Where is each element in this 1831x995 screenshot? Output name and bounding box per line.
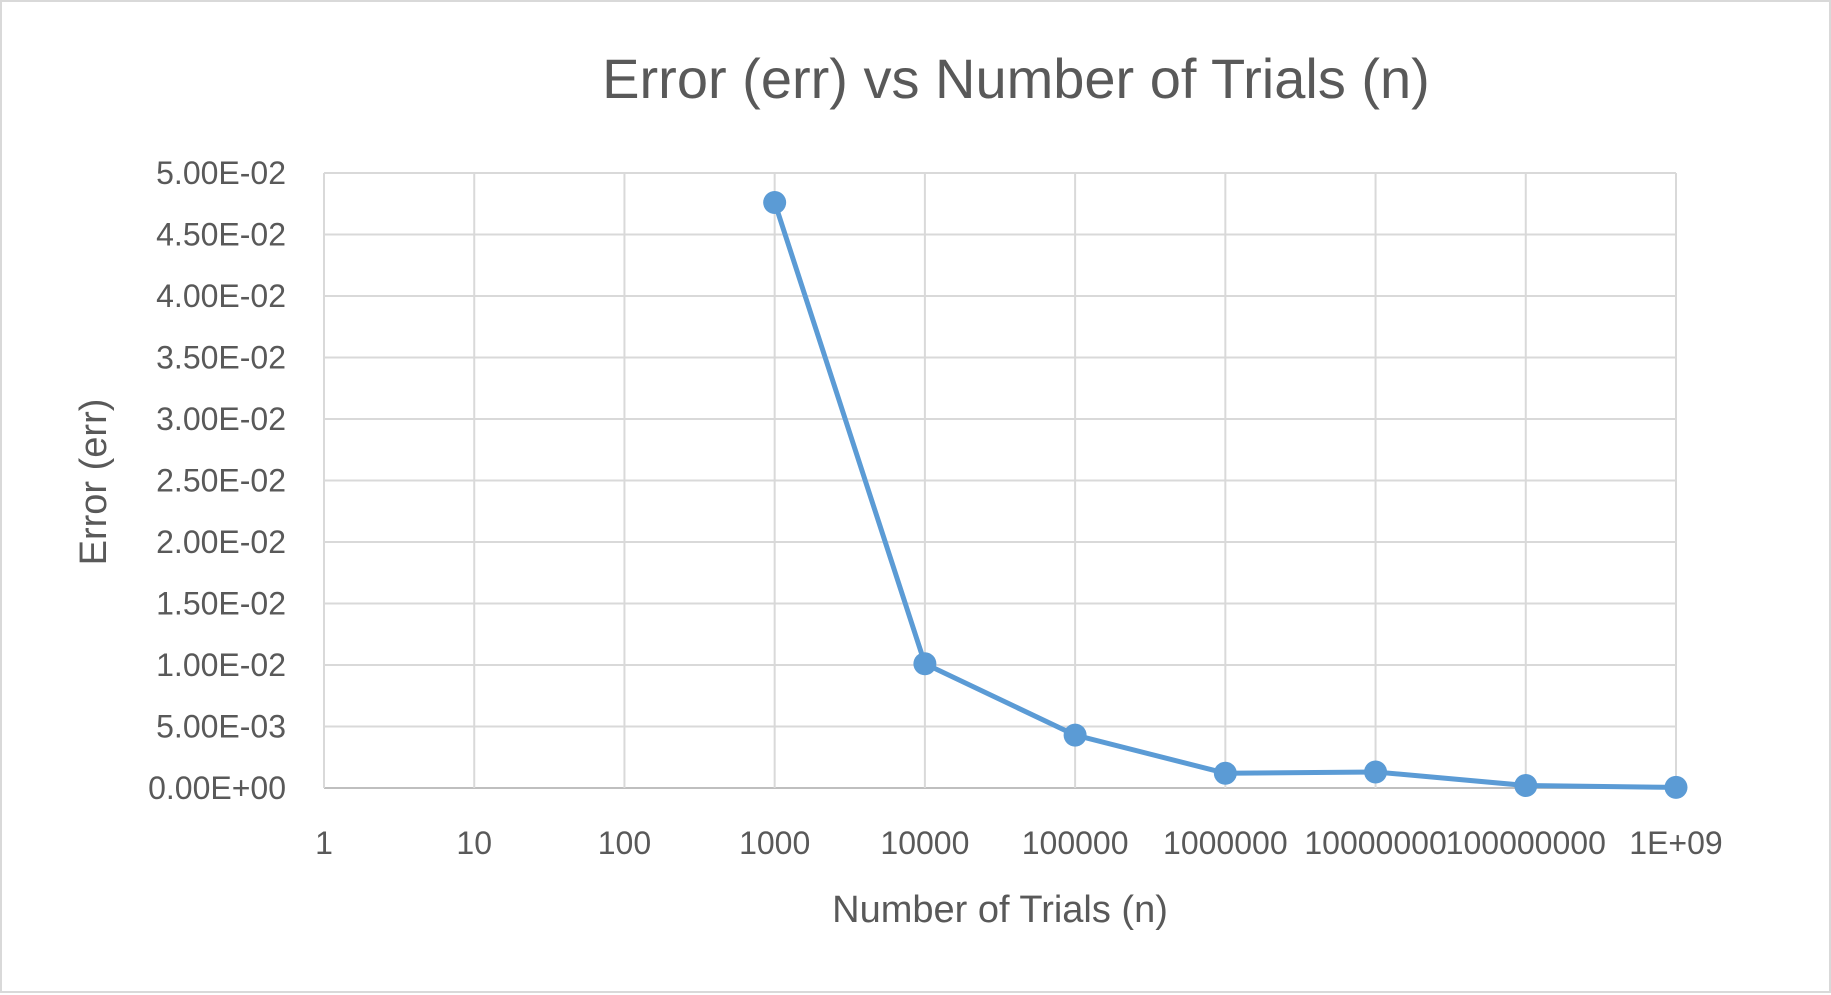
y-tick-label: 2.50E-02 (156, 463, 286, 499)
data-point (1664, 775, 1688, 799)
y-tick-label: 3.00E-02 (156, 401, 286, 437)
y-tick-label: 5.00E-03 (156, 709, 286, 745)
x-tick-label: 100 (598, 825, 651, 861)
y-tick-label: 4.50E-02 (156, 217, 286, 253)
gridlines (323, 172, 1677, 789)
series-layer (763, 191, 1688, 799)
x-tick-label: 1E+09 (1629, 825, 1722, 861)
x-tick-label: 10000 (880, 825, 969, 861)
y-tick-label: 2.00E-02 (156, 524, 286, 560)
chart-title: Error (err) vs Number of Trials (n) (602, 47, 1430, 110)
data-point (913, 652, 937, 676)
x-tick-label: 100000 (1022, 825, 1129, 861)
y-tick-label: 4.00E-02 (156, 278, 286, 314)
x-axis-title: Number of Trials (n) (832, 889, 1168, 931)
data-point (1514, 774, 1538, 798)
y-tick-label: 0.00E+00 (148, 770, 286, 806)
x-tick-label: 100000000 (1446, 825, 1606, 861)
x-axis-ticks: 1 10 100 1000 10000 100000 1000000 100000001000… (315, 825, 1723, 861)
x-tick-label: 10 (456, 825, 492, 861)
y-axis-ticks: 0.00E+00 5.00E-03 1.00E-02 1.50E-02 2.00E-02… (148, 155, 286, 806)
y-tick-label: 1.00E-02 (156, 647, 286, 683)
x-tick-label: 1000000 (1163, 825, 1288, 861)
x-tick-label: 1 (315, 825, 333, 861)
data-point (763, 191, 787, 215)
data-point (1063, 723, 1087, 747)
y-tick-label: 3.50E-02 (156, 340, 286, 376)
y-axis-title: Error (err) (73, 399, 115, 566)
x-tick-label: 10000000 (1304, 825, 1446, 861)
data-point (1213, 761, 1237, 785)
y-tick-label: 5.00E-02 (156, 155, 286, 191)
y-tick-label: 1.50E-02 (156, 586, 286, 622)
x-tick-label: 1000 (739, 825, 810, 861)
data-point (1364, 760, 1388, 784)
